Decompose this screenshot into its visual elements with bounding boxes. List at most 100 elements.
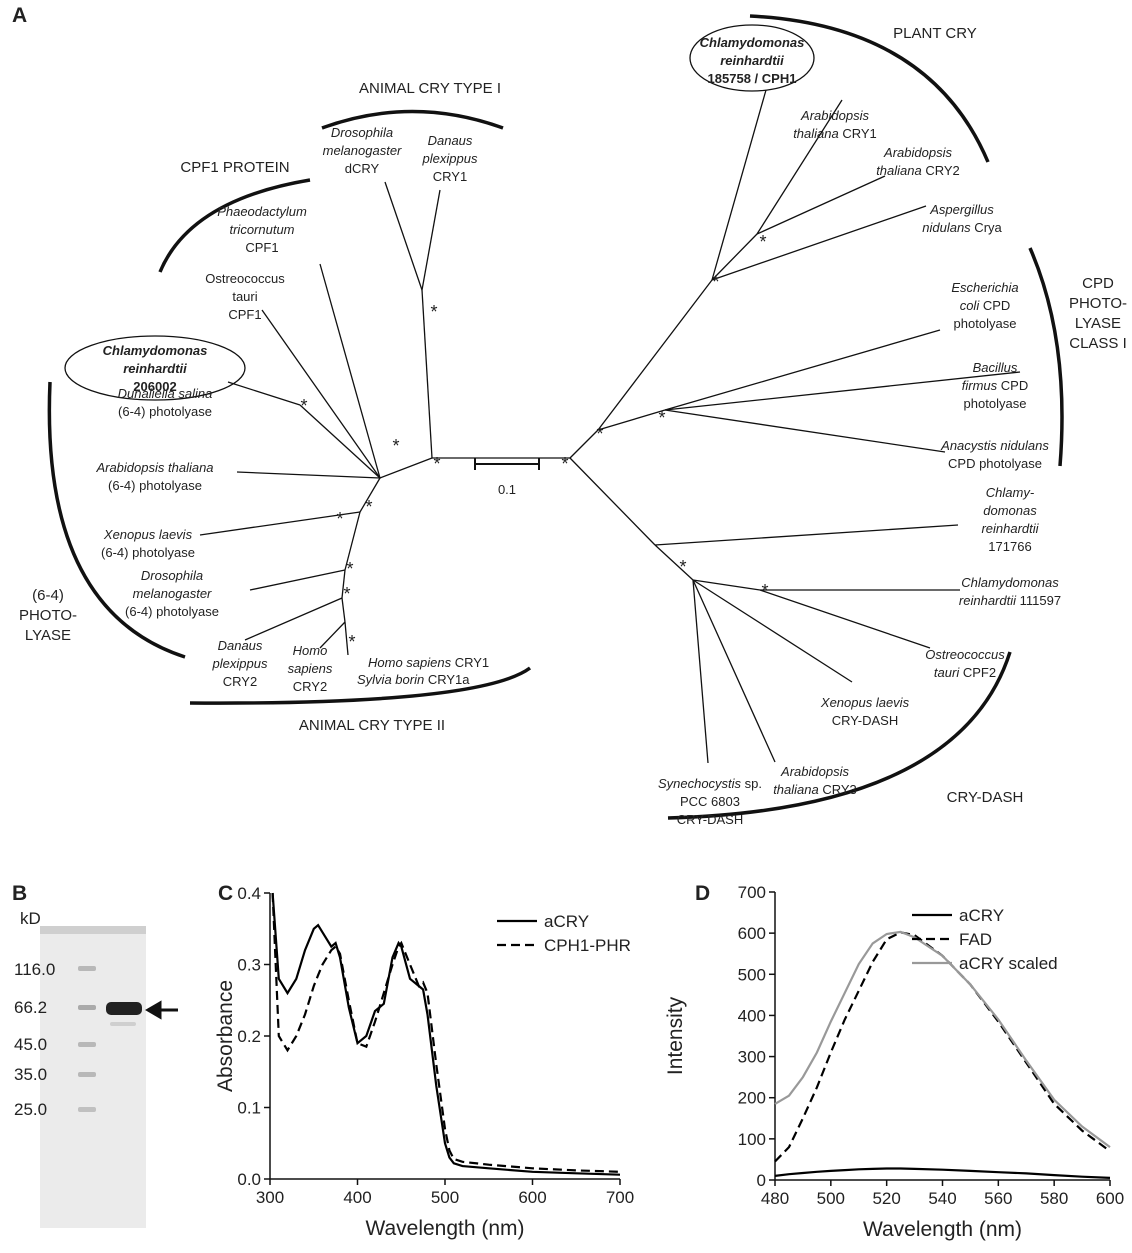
panel-label: B (12, 882, 27, 905)
x-axis-label: Wavelength (nm) (863, 1218, 1022, 1241)
leaf-text: melanogaster (323, 143, 402, 158)
support-marker: * (346, 559, 353, 579)
leaf-text: dCRY (345, 161, 380, 176)
leaf-text: 206002 (133, 379, 176, 394)
branch (422, 190, 440, 290)
branch (262, 310, 380, 478)
branch (245, 598, 342, 640)
panel-label: C (218, 882, 233, 905)
support-marker: * (596, 424, 603, 444)
x-tick-label: 520 (872, 1189, 900, 1208)
leaf-text: Danaus (428, 133, 473, 148)
leaf-text: 111597 (1016, 593, 1061, 608)
branch (380, 458, 432, 478)
x-tick-label: 600 (1096, 1189, 1124, 1208)
leaf-label: 185758 / CPH1 (708, 71, 797, 86)
x-tick-label: 540 (928, 1189, 956, 1208)
leaf-label: CPF1 (228, 307, 261, 322)
leaf-label: Chlamydomonas (961, 575, 1059, 590)
branch (693, 580, 760, 590)
panel-label: A (12, 4, 27, 27)
clade-label: PHOTO- (19, 607, 77, 624)
leaf-label: reinhardtii 111597 (959, 593, 1061, 608)
figure: A 0.1 B kD ****************Chlamydomonas… (0, 0, 1132, 1248)
sample-band (110, 1022, 136, 1026)
leaf-text: CPF2 (959, 665, 996, 680)
leaf-text: CPF1 (228, 307, 261, 322)
leaf-text: Chlamydomonas (700, 35, 805, 50)
y-tick-label: 700 (738, 883, 766, 902)
leaf-label: thaliana CRY1 (793, 126, 877, 141)
y-tick-label: 0.3 (237, 956, 261, 975)
leaf-label: sapiens (288, 661, 333, 676)
y-tick-label: 500 (738, 965, 766, 984)
branch (237, 472, 380, 478)
branch (598, 280, 712, 430)
leaf-label: Escherichia (951, 280, 1018, 295)
leaf-label: 206002 (133, 379, 176, 394)
legend-label: aCRY (544, 912, 589, 931)
leaf-label: Chlamy- (986, 485, 1035, 500)
leaf-text: Bacillus (973, 360, 1018, 375)
branch (570, 430, 598, 458)
y-tick-label: 0.2 (237, 1027, 261, 1046)
leaf-text: CPD (997, 378, 1028, 393)
leaf-text: (6-4) photolyase (118, 404, 212, 419)
legend-label: aCRY (959, 906, 1004, 925)
ladder-band (78, 1107, 96, 1112)
leaf-text: coli (960, 298, 981, 313)
x-tick-label: 580 (1040, 1189, 1068, 1208)
leaf-text: thaliana (793, 126, 839, 141)
leaf-label: coli CPD (960, 298, 1011, 313)
leaf-label: Danaus (218, 638, 263, 653)
leaf-label: Drosophila (141, 568, 203, 583)
ladder-band (78, 1072, 96, 1077)
y-tick-label: 400 (738, 1006, 766, 1025)
support-marker: * (712, 272, 719, 292)
leaf-label: (6-4) photolyase (108, 478, 202, 493)
legend-label: CPH1-PHR (544, 936, 631, 955)
leaf-text: Escherichia (951, 280, 1018, 295)
leaf-label: Arabidopsis thaliana (95, 460, 213, 475)
branch (228, 382, 300, 405)
clade-label: ANIMAL CRY TYPE II (299, 717, 445, 734)
leaf-text: Synechocystis (658, 776, 742, 791)
ladder-band (78, 1042, 96, 1047)
x-tick-label: 300 (256, 1188, 284, 1207)
branch (655, 525, 958, 545)
gel-edge (40, 926, 146, 934)
x-tick-label: 500 (431, 1188, 459, 1207)
leaf-label: Ostreococcus (205, 271, 285, 286)
leaf-label: Bacillus (973, 360, 1018, 375)
leaf-text: Xenopus laevis (820, 695, 910, 710)
leaf-text: Arabidopsis (883, 145, 952, 160)
leaf-label: tauri CPF2 (934, 665, 996, 680)
leaf-label: Anacystis nidulans (940, 438, 1049, 453)
leaf-text: Drosophila (331, 125, 393, 140)
leaf-label: photolyase (964, 396, 1027, 411)
leaf-text: reinhardtii (720, 53, 784, 68)
leaf-text: photolyase (964, 396, 1027, 411)
leaf-label: domonas (983, 503, 1037, 518)
leaf-label: reinhardtii (123, 361, 187, 376)
leaf-text: 171766 (988, 539, 1031, 554)
leaf-text: reinhardtii (959, 593, 1017, 608)
clade-label: LYASE (25, 627, 71, 644)
leaf-label: 171766 (988, 539, 1031, 554)
branch (598, 410, 665, 430)
leaf-label: PCC 6803 (680, 794, 740, 809)
leaf-label: Danaus (428, 133, 473, 148)
ladder-band (78, 966, 96, 971)
leaf-text: Drosophila (141, 568, 203, 583)
leaf-text: CRY2 (922, 163, 960, 178)
clade-label: (6-4) (32, 587, 64, 604)
support-marker: * (348, 632, 355, 652)
leaf-text: (6-4) photolyase (108, 478, 202, 493)
leaf-text: Crya (971, 220, 1003, 235)
clade-label: LYASE (1075, 315, 1121, 332)
leaf-text: CRY2 (223, 674, 257, 689)
scale-label: 0.1 (498, 482, 516, 497)
branch (250, 570, 345, 590)
leaf-label: dCRY (345, 161, 380, 176)
leaf-text: (6-4) photolyase (101, 545, 195, 560)
